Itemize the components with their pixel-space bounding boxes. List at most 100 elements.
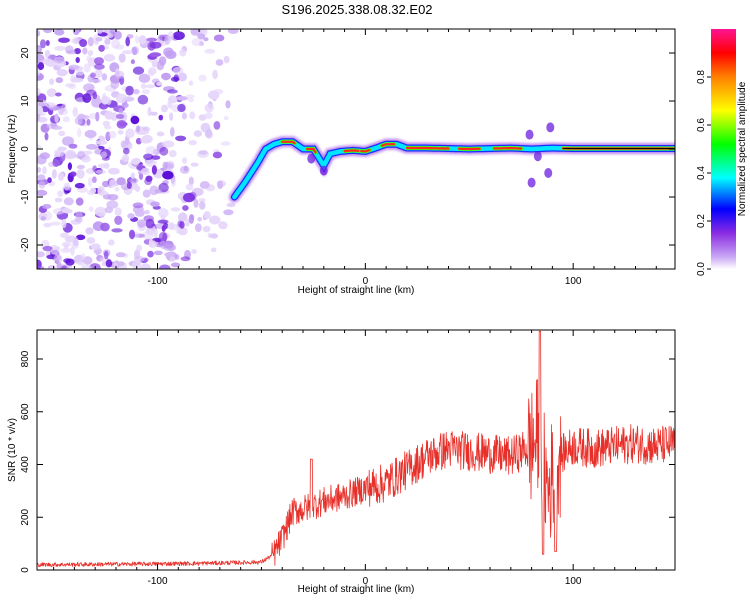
noise-blob	[77, 114, 90, 120]
noise-blob	[179, 221, 185, 229]
noise-blob	[94, 57, 104, 65]
noise-blob	[178, 212, 188, 222]
noise-blob	[40, 39, 46, 49]
noise-blob	[63, 182, 71, 191]
noise-blob	[210, 233, 219, 239]
noise-blob	[114, 186, 120, 192]
noise-blob	[169, 256, 176, 262]
noise-blob	[188, 98, 194, 103]
noise-blob	[156, 60, 165, 71]
noise-blob	[104, 162, 110, 170]
noise-blob	[167, 100, 173, 109]
noise-blob	[101, 95, 110, 105]
noise-blob	[180, 256, 191, 262]
noise-blob	[72, 29, 80, 36]
snr-ylabel: SNR (10 * v/v)	[7, 418, 18, 482]
noise-blob	[156, 81, 163, 86]
noise-blob	[95, 249, 100, 256]
noise-blob	[100, 222, 110, 232]
noise-blob	[46, 88, 57, 97]
noise-blob	[128, 229, 136, 240]
noise-blob	[37, 114, 40, 122]
noise-blob	[164, 252, 175, 257]
noise-blob	[109, 29, 118, 36]
noise-blob	[115, 114, 125, 119]
noise-blob	[188, 139, 197, 146]
noise-blob	[39, 152, 51, 160]
y-tick-label: -10	[20, 189, 31, 204]
noise-blob	[179, 49, 187, 57]
noise-blob	[198, 74, 207, 82]
noise-blob	[182, 205, 189, 211]
noise-blob	[157, 219, 169, 224]
noise-blob	[114, 215, 123, 225]
y-tick-label: 0	[20, 146, 31, 152]
noise-blob	[75, 210, 83, 221]
noise-blob	[127, 143, 133, 150]
noise-blob	[126, 181, 132, 189]
noise-blob	[82, 47, 88, 55]
noise-blob	[137, 219, 146, 228]
noise-blob	[107, 194, 119, 201]
track-hot-core	[343, 149, 361, 153]
noise-blob	[130, 115, 140, 125]
noise-blob	[185, 218, 190, 227]
noise-blob	[148, 69, 155, 77]
noise-blob	[158, 231, 168, 242]
noise-blob	[90, 187, 97, 194]
noise-blob	[181, 157, 188, 164]
noise-blob	[121, 154, 130, 163]
noise-blob	[105, 259, 113, 268]
noise-blob	[156, 131, 165, 137]
noise-blob	[83, 83, 95, 92]
noise-blob	[62, 116, 70, 123]
noise-blob	[67, 162, 72, 171]
noise-blob	[140, 136, 151, 144]
noise-blob	[70, 75, 77, 83]
noise-blob	[87, 50, 94, 56]
noise-blob	[118, 108, 124, 114]
noise-blob	[212, 151, 223, 159]
noise-blob	[79, 39, 88, 47]
noise-blob	[190, 162, 199, 167]
noise-blob	[43, 58, 53, 64]
noise-blob	[117, 129, 124, 135]
track-hot-core	[360, 149, 371, 153]
noise-blob	[117, 261, 125, 267]
noise-blob	[149, 41, 162, 49]
noise-blob	[170, 262, 181, 268]
noise-blob	[203, 37, 209, 42]
y-tick-label: -20	[20, 237, 31, 252]
spectrogram-noise	[37, 29, 239, 269]
noise-blob	[75, 57, 80, 63]
noise-blob	[209, 215, 221, 225]
noise-blob	[132, 66, 145, 75]
noise-blob	[123, 147, 130, 155]
colorbar-gradient	[711, 29, 736, 269]
noise-blob	[61, 218, 67, 229]
noise-blob	[115, 252, 126, 258]
track-feature	[319, 165, 328, 176]
x-tick-label: 100	[565, 576, 582, 587]
noise-blob	[114, 44, 125, 50]
noise-blob	[223, 116, 229, 121]
noise-blob	[135, 137, 142, 145]
noise-blob	[49, 221, 62, 226]
noise-blob	[204, 112, 213, 120]
noise-blob	[158, 114, 164, 121]
noise-blob	[127, 213, 135, 219]
noise-blob	[109, 179, 117, 188]
noise-blob	[101, 191, 109, 196]
noise-blob	[64, 235, 76, 243]
noise-blob	[205, 129, 213, 139]
y-tick-label: 10	[20, 95, 31, 107]
noise-blob	[169, 112, 174, 121]
noise-blob	[116, 177, 126, 186]
noise-blob	[190, 29, 202, 36]
noise-blob	[68, 143, 78, 149]
noise-blob	[52, 208, 65, 215]
noise-blob	[137, 94, 149, 105]
track-hot-core	[380, 143, 396, 147]
noise-blob	[138, 73, 151, 84]
noise-blob	[75, 197, 84, 206]
